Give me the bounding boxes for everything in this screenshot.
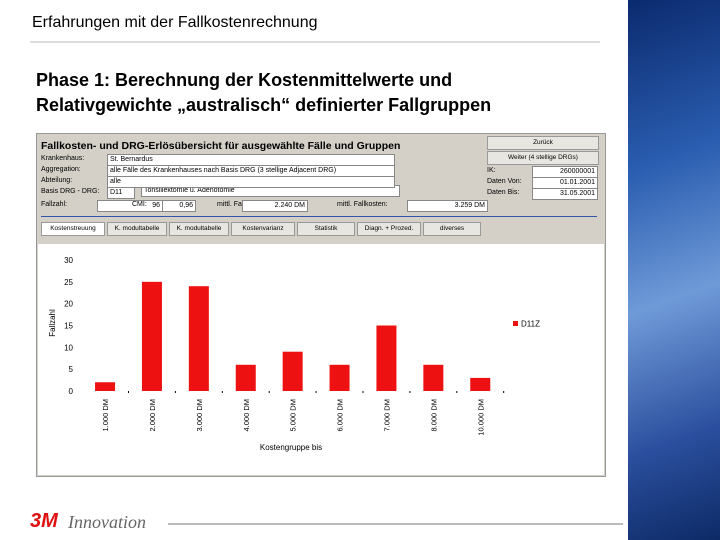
x-tick-label: 2.000 DM [148,399,157,432]
bar [423,364,444,391]
x-tick-label: 4.000 DM [242,399,251,432]
stat-value: 2.240 DM [242,200,308,212]
bar [470,377,491,391]
stat-value: 96 [97,200,163,212]
tab[interactable]: Diagn. + Prozed. [357,222,421,236]
stat-label: Fallzahl: [41,201,68,208]
field-value: D11 [107,187,135,199]
divider [30,41,600,43]
legend-label: D11Z [521,320,540,329]
x-axis-label: Kostengruppe bis [260,443,322,452]
slide-title: Erfahrungen mit der Fallkostenrechnung [32,14,318,31]
x-tick-label: 6.000 DM [336,399,345,432]
bar [141,281,162,391]
stat-label: CMI: [132,201,147,208]
back-button[interactable]: Zurück [487,136,599,150]
field-value: 31.05.2001 [532,188,598,200]
y-tick-label: 15 [64,322,73,331]
heading-line: Relativgewichte „australisch“ definierte… [36,95,492,115]
footer-logo: 3M [30,510,58,532]
bar [282,351,303,391]
chart: Fallzahl Kostengruppe bis 0 5 10 15 20 25 30 1.… [38,244,604,475]
y-tick-label: 25 [64,278,73,287]
tab[interactable]: diverses [423,222,481,236]
next-button[interactable]: Weiter (4 stellige DRGs) [487,151,599,165]
y-tick-label: 10 [64,343,73,352]
footer-line [168,523,623,525]
x-tick-label: 1.000 DM [101,399,110,432]
field-label: Aggregation: [41,166,81,173]
decoration [628,0,720,540]
stat-value: 0,96 [162,200,196,212]
footer-text: Innovation [68,512,146,532]
panel-title: Fallkosten- und DRG-Erlösübersicht für a… [41,140,401,152]
bar [95,382,116,391]
x-tick-label: 3.000 DM [195,399,204,432]
y-tick-label: 30 [64,256,73,265]
bar [329,364,350,391]
x-tick-label: 10.000 DM [476,399,485,436]
x-tick-label: 7.000 DM [382,399,391,432]
field-label: Basis DRG - DRG: [41,188,100,195]
tab[interactable]: Kostenvarianz [231,222,295,236]
field-label: Daten Von: [487,178,522,185]
tab[interactable]: K. modultabelle [169,222,229,236]
field-label: Abteilung: [41,177,73,184]
bar [376,325,397,391]
legend-swatch [513,321,518,326]
tab[interactable]: K. modultabelle [107,222,167,236]
field-label: Daten Bis: [487,189,520,196]
separator [41,216,597,217]
heading-line: Phase 1: Berechnung der Kostenmittelwert… [36,70,453,90]
stat-label: mittl. Fallerlös: [217,201,263,208]
y-axis-label: Fallzahl [48,309,57,337]
x-tick-label: 8.000 DM [429,399,438,432]
field-label: Krankenhaus: [41,155,85,162]
x-tick-label: 5.000 DM [289,399,298,432]
stat-value: 3.259 DM [407,200,488,212]
app-window: Fallkosten- und DRG-Erlösübersicht für a… [36,133,606,477]
tab[interactable]: Kostenstreuung [41,222,105,236]
y-tick-label: 0 [69,387,74,396]
bar [188,286,209,391]
tab[interactable]: Statistik [297,222,355,236]
field-label: IK: [487,167,496,174]
y-tick-label: 20 [64,300,73,309]
field-value: alle [107,176,395,188]
stat-label: mittl. Fallkosten: [337,201,388,208]
bar [235,364,256,391]
y-tick-label: 5 [69,365,74,374]
